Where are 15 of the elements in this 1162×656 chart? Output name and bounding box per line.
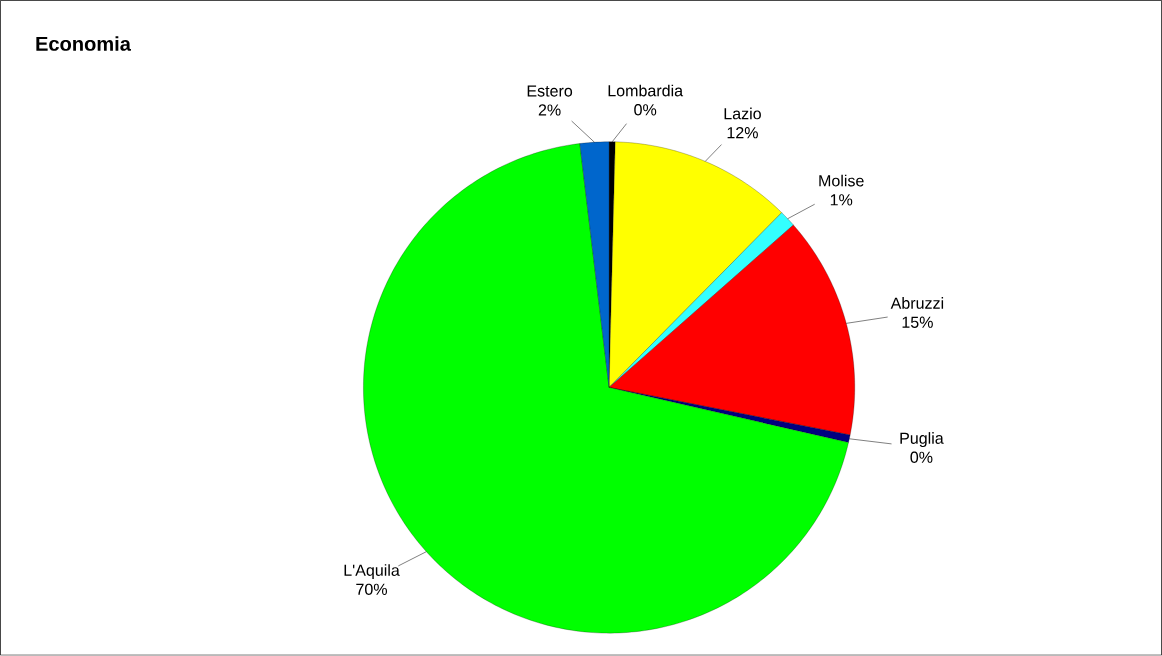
slice-label: Abruzzi (890, 297, 944, 310)
data-label: 0% (910, 451, 933, 464)
data-label: 1% (830, 194, 853, 206)
data-label: 12% (727, 127, 758, 139)
data-label: 70% (356, 583, 388, 596)
data-label: 0% (634, 104, 657, 116)
slice-label: Lombardia (608, 84, 684, 97)
slice-label: Estero (527, 85, 573, 97)
slice-label: L'Aquila (344, 564, 400, 580)
slice-label: Lazio (724, 107, 761, 120)
slice-label: Molise (819, 174, 864, 187)
data-label: 2% (538, 104, 561, 116)
text: Economia (36, 36, 132, 52)
slice-label: Puglia (900, 432, 944, 448)
data-label: 15% (902, 316, 933, 329)
